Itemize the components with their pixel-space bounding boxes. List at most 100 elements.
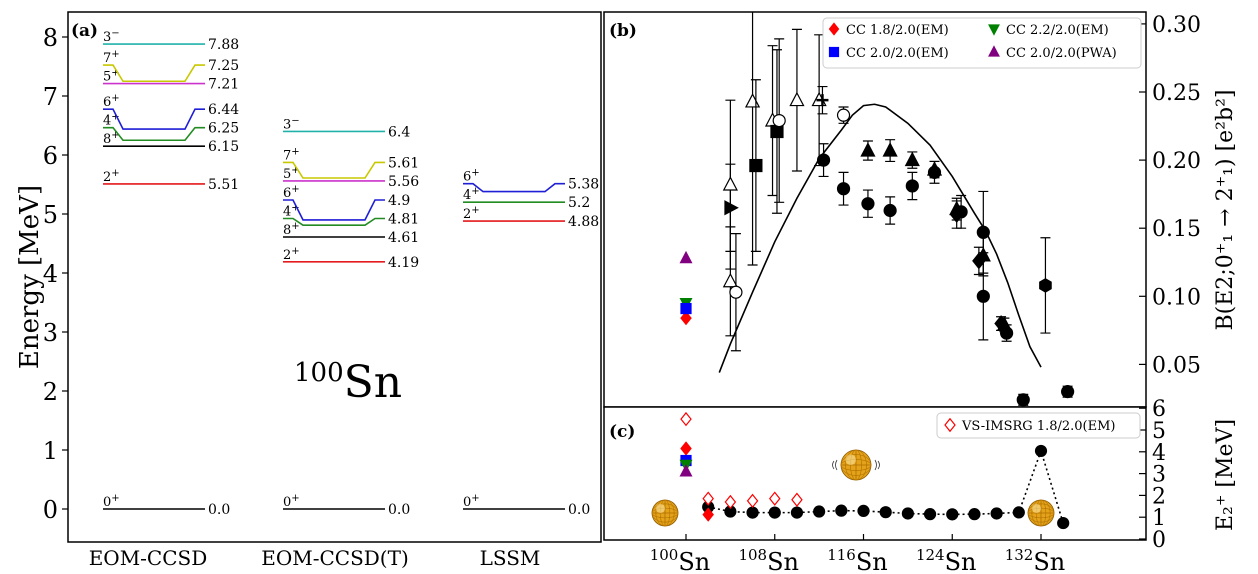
- energy-label: 7.25: [208, 58, 239, 74]
- legend-b-box: [822, 17, 1142, 69]
- experiment-marker: [770, 124, 784, 139]
- spin-label: 5+: [103, 68, 120, 85]
- x-tick-label: 100Sn: [650, 546, 711, 574]
- y-tick-label: 5: [43, 201, 58, 229]
- sphere-100sn-highlight: [655, 503, 665, 513]
- spin-label: 4+: [103, 112, 120, 129]
- panel-a-frame: [67, 11, 602, 543]
- experiment-marker: [772, 114, 786, 128]
- experiment-point: [816, 143, 831, 178]
- experiment-marker: [1061, 385, 1075, 399]
- experiment-marker: [976, 225, 990, 239]
- spin-value: 6: [283, 186, 291, 201]
- y-tick-label: 6: [1152, 397, 1166, 422]
- panel-b-label: (b): [609, 21, 637, 41]
- cc-theory-marker: [680, 302, 692, 315]
- energy-label: 0.0: [568, 502, 590, 518]
- spin-label: 5+: [283, 165, 300, 182]
- legend-marker: [988, 45, 1000, 57]
- legend-label: CC 2.0/2.0(EM): [846, 46, 949, 61]
- spin-label: 2+: [283, 246, 300, 263]
- level-line: [283, 161, 385, 179]
- energy-label: 7.88: [208, 37, 239, 53]
- experiment-marker: [816, 94, 829, 107]
- experiment-marker: [816, 153, 831, 167]
- spin-label: 8+: [283, 221, 300, 238]
- y-tick-label: 0.10: [1152, 285, 1201, 310]
- spin-label: 4+: [463, 186, 480, 203]
- y-tick-label: 0.30: [1152, 13, 1201, 38]
- experiment-marker: [836, 182, 851, 196]
- experiment-marker: [990, 507, 1003, 520]
- experiment-marker: [1034, 444, 1048, 458]
- y-tick-label: 8: [43, 24, 58, 52]
- energy-label: 6.25: [208, 121, 239, 137]
- y-tick-label: 1: [1152, 506, 1166, 531]
- x-tick-element: Sn: [856, 548, 888, 574]
- energy-label: 0.0: [208, 502, 230, 518]
- experiment-point: [927, 160, 942, 184]
- y-tick-label: 4: [1152, 441, 1166, 466]
- spin-label: 0+: [103, 493, 120, 510]
- parity: +: [291, 246, 299, 257]
- y-tick-label: 0.15: [1152, 217, 1201, 242]
- x-tick-mass: 116: [827, 546, 856, 564]
- experiment-point: [836, 171, 851, 206]
- x-tick-label: 116Sn: [827, 546, 888, 574]
- energy-label: 7.21: [208, 77, 239, 93]
- experiment-point: [976, 252, 990, 341]
- panel-c-label: (c): [609, 422, 635, 442]
- theory-curve: [718, 103, 1042, 373]
- experiment-marker: [968, 508, 981, 521]
- spin-label: 3−: [103, 28, 120, 45]
- cc-theory-marker: [679, 250, 693, 264]
- experiment-marker: [768, 506, 781, 519]
- parity: +: [471, 205, 479, 216]
- experiment-point: [789, 28, 805, 172]
- experiment-marker: [1000, 326, 1014, 340]
- sphere-deformed-grid: [840, 454, 872, 476]
- experiment-point: [770, 49, 784, 214]
- vs-imsrg-marker: [791, 492, 803, 507]
- spin-label: 7+: [283, 146, 300, 163]
- vs-imsrg-marker: [768, 491, 781, 506]
- experiment-point: [749, 79, 763, 252]
- legend-label: VS-IMSRG 1.8/2.0(EM): [961, 419, 1116, 434]
- x-tick-label: 108Sn: [738, 546, 799, 574]
- legend-label: CC 2.2/2.0(EM): [1006, 23, 1109, 38]
- experiment-point: [1000, 324, 1014, 342]
- parity: +: [111, 112, 119, 123]
- spin-label: 2+: [103, 168, 120, 185]
- nucleus-mass: 100: [294, 358, 344, 388]
- experiment-point: [772, 38, 786, 203]
- experiment-point: [861, 189, 875, 218]
- experiment-point: [1039, 237, 1052, 334]
- experiment-marker: [813, 505, 826, 518]
- y-tick-label: 5: [1152, 419, 1166, 444]
- panel-a-label: (a): [71, 21, 98, 41]
- experiment-marker: [882, 142, 898, 157]
- experiment-marker: [835, 504, 848, 517]
- column-label: LSSM: [480, 546, 541, 570]
- x-tick-label: 124Sn: [916, 546, 977, 574]
- column-label: EOM-CCSD(T): [261, 546, 409, 570]
- experiment-marker: [857, 504, 870, 517]
- parity: +: [111, 68, 119, 79]
- sphere-100sn: [651, 499, 679, 527]
- sphere-deformed-vibration: [832, 459, 880, 471]
- nucleus-label: 100Sn: [294, 357, 402, 408]
- level-line: [463, 182, 565, 193]
- cc-theory-marker: [680, 441, 692, 456]
- parity: +: [291, 146, 299, 157]
- experiment-marker: [923, 508, 937, 521]
- energy-label: 6.15: [208, 139, 239, 155]
- spin-value: 2: [103, 170, 111, 185]
- spin-label: 6+: [463, 168, 480, 185]
- parity: +: [291, 221, 299, 232]
- x-tick-mass: 100: [650, 546, 679, 564]
- experiment-marker: [904, 151, 920, 167]
- parity: +: [111, 493, 119, 504]
- parity: +: [291, 184, 299, 195]
- level-line: [103, 126, 205, 142]
